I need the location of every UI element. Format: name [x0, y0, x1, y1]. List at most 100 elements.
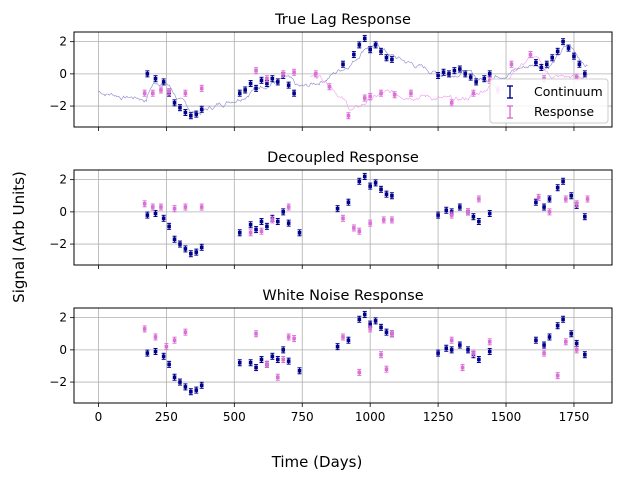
- response-point: [471, 351, 476, 355]
- continuum-point: [275, 80, 280, 84]
- response-point: [379, 91, 383, 95]
- response-point: [248, 230, 253, 235]
- continuum-point: [566, 46, 571, 50]
- continuum-point: [178, 380, 182, 384]
- continuum-point: [145, 351, 150, 355]
- continuum-point: [254, 365, 258, 370]
- response-point: [574, 202, 579, 206]
- response-point: [384, 367, 389, 371]
- x-tick-label: 1250: [423, 410, 454, 424]
- continuum-point: [368, 47, 372, 52]
- continuum-point: [172, 375, 177, 380]
- response-point: [286, 335, 291, 339]
- x-tick-label: 250: [155, 410, 178, 424]
- response-point: [542, 351, 546, 355]
- continuum-point: [259, 357, 264, 362]
- response-point: [564, 340, 568, 344]
- response-point: [449, 213, 454, 217]
- panel-title: True Lag Response: [274, 12, 411, 28]
- continuum-point: [183, 385, 188, 389]
- continuum-point: [444, 346, 449, 351]
- continuum-point: [577, 62, 582, 67]
- panel-title: Decoupled Response: [267, 150, 419, 166]
- legend-label: Continuum: [534, 84, 603, 99]
- legend-label: Response: [534, 104, 594, 119]
- continuum-point: [335, 344, 340, 349]
- continuum-point: [357, 43, 362, 47]
- continuum-point: [248, 222, 253, 227]
- response-point: [254, 68, 258, 73]
- response-point: [536, 195, 541, 200]
- response-point: [164, 344, 169, 349]
- continuum-point: [275, 357, 280, 362]
- continuum-point: [458, 205, 462, 209]
- response-point: [392, 92, 397, 97]
- continuum-point: [447, 72, 451, 76]
- continuum-point: [297, 230, 302, 235]
- continuum-point: [373, 319, 378, 323]
- axes-frame: [73, 169, 613, 266]
- response-point: [142, 202, 147, 206]
- continuum-point: [281, 210, 286, 214]
- response-point: [183, 91, 188, 95]
- continuum-point: [178, 242, 182, 246]
- response-point: [314, 72, 318, 76]
- continuum-point: [161, 354, 166, 359]
- y-tick-label: 0: [59, 343, 67, 357]
- response-point: [281, 72, 286, 76]
- response-point: [183, 330, 188, 334]
- response-point: [159, 205, 163, 209]
- continuum-point: [286, 221, 291, 225]
- continuum-point: [561, 179, 565, 184]
- continuum-point: [539, 65, 544, 70]
- continuum-point: [248, 81, 253, 86]
- x-tick-label: 500: [223, 410, 246, 424]
- response-point: [153, 335, 158, 339]
- response-point: [286, 205, 291, 209]
- continuum-point: [167, 224, 171, 229]
- continuum-point: [555, 323, 560, 328]
- continuum-point: [477, 219, 481, 224]
- continuum-point: [270, 76, 275, 81]
- continuum-point: [384, 192, 389, 196]
- y-tick-label: −2: [49, 375, 67, 389]
- response-point: [172, 338, 177, 343]
- response-point: [167, 89, 171, 94]
- continuum-point: [362, 312, 367, 317]
- response-point: [362, 96, 367, 100]
- response-point: [199, 205, 204, 209]
- response-point: [275, 375, 280, 380]
- continuum-signal-line: [98, 42, 588, 116]
- continuum-point: [441, 70, 446, 75]
- continuum-point: [189, 389, 193, 394]
- response-point: [199, 86, 204, 91]
- continuum-point: [379, 325, 383, 330]
- continuum-point: [153, 349, 158, 354]
- continuum-point: [172, 101, 177, 105]
- response-point: [142, 327, 147, 331]
- continuum-point: [286, 359, 291, 363]
- response-point: [390, 331, 394, 336]
- continuum-point: [569, 193, 574, 198]
- continuum-point: [390, 193, 394, 198]
- response-point: [471, 91, 476, 95]
- continuum-point: [487, 349, 492, 354]
- continuum-point: [199, 245, 204, 250]
- continuum-point: [199, 383, 204, 388]
- continuum-point: [297, 368, 302, 373]
- response-point: [265, 76, 269, 81]
- response-point: [368, 221, 372, 225]
- continuum-point: [172, 237, 177, 242]
- continuum-point: [189, 251, 193, 256]
- y-tick-label: 2: [59, 35, 67, 49]
- continuum-point: [561, 317, 565, 322]
- continuum-point: [463, 72, 468, 76]
- continuum-point: [373, 43, 378, 47]
- continuum-point: [474, 80, 478, 84]
- continuum-point: [572, 54, 576, 58]
- continuum-point: [482, 76, 487, 81]
- continuum-point: [436, 351, 440, 355]
- response-point: [341, 335, 345, 339]
- response-point: [460, 365, 465, 370]
- response-point: [172, 206, 177, 211]
